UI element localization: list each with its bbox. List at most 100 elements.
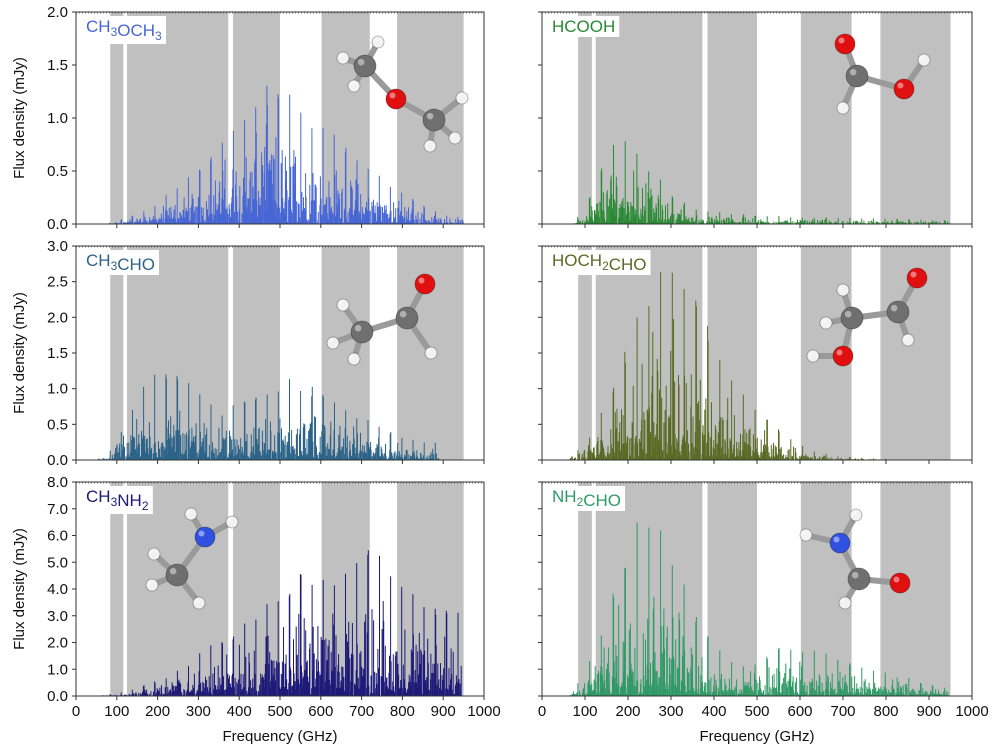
y-tick-label: 5.0 xyxy=(47,554,68,571)
x-tick-label: 500 xyxy=(744,703,769,720)
x-tick-label: 600 xyxy=(308,703,333,720)
shaded-band xyxy=(233,482,280,696)
panel-ch3och3: 0.0 0.5 1.0 1.5 2.0 CH3OCH3 Flux density (mJy) xyxy=(11,4,485,233)
y-axis-label: Flux density (mJy) xyxy=(11,528,28,650)
shaded-band xyxy=(397,482,464,696)
oxygen-atom xyxy=(385,88,407,110)
shaded-band xyxy=(880,12,951,224)
x-tick-label: 500 xyxy=(267,703,292,720)
hydrogen-atom xyxy=(917,53,931,67)
y-tick-label: 2.0 xyxy=(47,309,68,326)
x-axis-label: Frequency (GHz) xyxy=(222,728,337,745)
atom-highlight xyxy=(836,349,843,356)
hydrogen-atom xyxy=(806,349,820,363)
atom-highlight xyxy=(839,104,843,108)
x-tick-label: 1000 xyxy=(467,703,500,720)
hydrogen-atom xyxy=(901,333,915,347)
y-tick-label: 6.0 xyxy=(47,528,68,545)
atom-highlight xyxy=(389,92,396,99)
hydrogen-atom xyxy=(192,596,206,610)
atom-highlight xyxy=(426,142,430,146)
hydrogen-atom xyxy=(849,508,863,522)
shaded-band xyxy=(707,482,757,696)
atom-highlight xyxy=(893,576,900,583)
x-tick-label: 1000 xyxy=(955,703,988,720)
molecule-label: HOCH2CHO xyxy=(552,251,647,274)
hydrogen-atom xyxy=(347,79,361,93)
shaded-band xyxy=(578,246,592,460)
hydrogen-atom xyxy=(836,283,850,297)
y-tick-label: 2.0 xyxy=(47,4,68,21)
molecule-label-box xyxy=(548,16,620,37)
shaded-band xyxy=(127,482,229,696)
hydrogen-atom xyxy=(455,91,469,105)
y-tick-label: 3.0 xyxy=(47,238,68,255)
hydrogen-atom xyxy=(336,298,350,312)
hydrogen-atom xyxy=(347,352,361,366)
hydrogen-atom xyxy=(836,101,850,115)
panel-ch3nh2: 0.0 1.0 2.0 3.0 4.0 5.0 6.0 7.0 8.0 0 100 200 300 400… xyxy=(11,474,501,745)
atom-highlight xyxy=(458,94,462,98)
molecule-label: CH3NH2 xyxy=(86,487,149,513)
y-tick-label: 2.5 xyxy=(47,274,68,291)
y-tick-label: 4.0 xyxy=(47,581,68,598)
atom-highlight xyxy=(427,349,431,353)
carbon-atom xyxy=(845,64,869,88)
atom-highlight xyxy=(833,536,840,543)
carbon-atom xyxy=(422,108,446,132)
shaded-band xyxy=(880,482,951,696)
hydrogen-atom xyxy=(838,596,852,610)
y-tick-label: 0.0 xyxy=(47,688,68,705)
atom-highlight xyxy=(329,339,333,343)
atom-highlight xyxy=(418,277,425,284)
atom-highlight xyxy=(357,58,365,66)
hydrogen-atom xyxy=(184,507,198,521)
y-tick-label: 8.0 xyxy=(47,474,68,491)
carbon-atom xyxy=(350,320,374,344)
carbon-atom xyxy=(353,54,377,78)
atom-highlight xyxy=(838,37,845,44)
atom-highlight xyxy=(426,112,434,120)
shaded-band xyxy=(110,12,124,224)
atom-highlight xyxy=(339,54,343,58)
atom-highlight xyxy=(187,510,191,514)
atom-highlight xyxy=(198,530,205,537)
panel-nh2cho: 0 100 200 300 400 500 600 700 800 900 1000 NH2CHO Fr… xyxy=(538,481,989,745)
atom-highlight xyxy=(920,56,924,60)
y-tick-label: 1.0 xyxy=(47,661,68,678)
molecule-label-box xyxy=(548,486,626,511)
atom-highlight xyxy=(339,301,343,305)
atom-highlight xyxy=(228,518,232,522)
oxygen-atom xyxy=(832,345,854,367)
y-tick-label: 7.0 xyxy=(47,501,68,518)
hydrogen-atom xyxy=(424,346,438,360)
atom-highlight xyxy=(839,286,843,290)
hydrogen-atom xyxy=(448,131,462,145)
nitrogen-atom xyxy=(829,532,851,554)
x-axis-label: Frequency (GHz) xyxy=(699,728,814,745)
hydrogen-atom xyxy=(799,528,813,542)
y-tick-label: 2.0 xyxy=(47,635,68,652)
atom-highlight xyxy=(904,336,908,340)
molecule-label-box xyxy=(82,486,153,514)
carbon-atom xyxy=(840,306,864,330)
atom-highlight xyxy=(399,310,407,318)
y-tick-label: 1.0 xyxy=(47,110,68,127)
x-tick-label: 800 xyxy=(873,703,898,720)
hydrogen-atom xyxy=(147,547,161,561)
x-tick-label: 200 xyxy=(615,703,640,720)
y-tick-label: 0.5 xyxy=(47,416,68,433)
x-tick-label: 800 xyxy=(390,703,415,720)
atom-highlight xyxy=(148,581,152,585)
atom-highlight xyxy=(350,82,354,86)
y-tick-label: 1.0 xyxy=(47,381,68,398)
molecule-label: CH3OCH3 xyxy=(86,17,162,43)
shaded-band xyxy=(578,12,592,224)
oxygen-atom xyxy=(414,273,436,295)
atom-highlight xyxy=(150,550,154,554)
atom-highlight xyxy=(910,271,917,278)
nitrogen-atom xyxy=(194,526,216,548)
carbon-atom xyxy=(395,306,419,330)
oxygen-atom xyxy=(834,33,856,55)
